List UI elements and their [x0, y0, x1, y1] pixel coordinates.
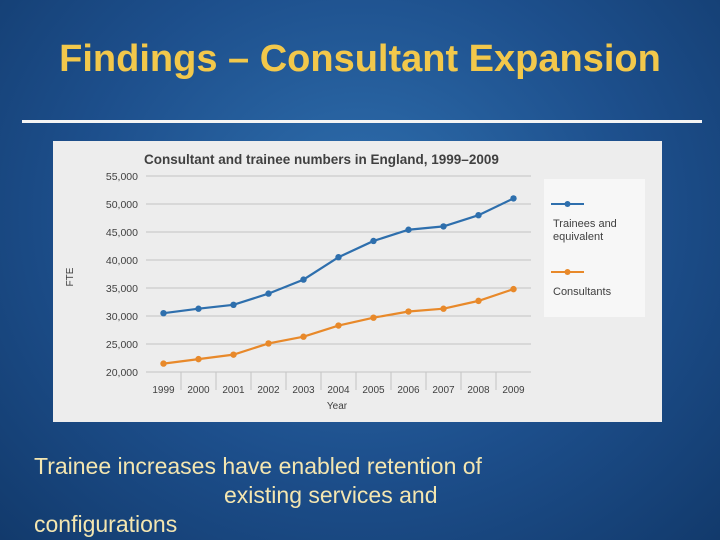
- x-axis-ticks: 1999 2000 2001 2002 2003 2004 2005 2006 2007 2008…: [152, 385, 525, 396]
- x-tick-label: 2004: [327, 385, 350, 396]
- y-axis-ticks: 20,000 25,000 30,000 35,000 40,000 45,000 50,0…: [106, 171, 138, 379]
- data-point: [300, 333, 307, 340]
- data-point: [510, 285, 517, 293]
- data-point: [195, 305, 202, 312]
- data-point: [265, 290, 272, 297]
- x-tick-label: 2009: [502, 385, 525, 396]
- y-tick-label: 50,000: [106, 199, 138, 211]
- x-tick-label: 2001: [222, 385, 245, 396]
- legend-label: Trainees and: [553, 218, 617, 230]
- data-point: [405, 226, 412, 233]
- legend-swatch-marker: [564, 269, 571, 275]
- y-tick-label: 20,000: [106, 367, 138, 379]
- y-tick-label: 40,000: [106, 255, 138, 267]
- y-tick-label: 45,000: [106, 227, 138, 239]
- data-point: [370, 237, 377, 245]
- x-tick-label: 2008: [467, 385, 490, 396]
- y-tick-label: 30,000: [106, 311, 138, 323]
- slide-body: Trainee increases have enabled retention…: [34, 452, 694, 539]
- data-point: [405, 308, 412, 315]
- y-tick-label: 25,000: [106, 339, 138, 351]
- title-divider: [22, 120, 702, 123]
- data-point: [160, 360, 167, 367]
- data-point: [475, 212, 482, 219]
- data-point: [440, 305, 447, 312]
- x-tick-label: 2006: [397, 385, 420, 396]
- y-tick-label: 35,000: [106, 283, 138, 295]
- data-point: [440, 223, 447, 230]
- chart-title: Consultant and trainee numbers in Englan…: [144, 152, 499, 167]
- body-line-2: existing services and: [224, 482, 438, 508]
- legend-box: [544, 179, 645, 317]
- data-point: [510, 195, 517, 202]
- line-chart: Consultant and trainee numbers in Englan…: [65, 152, 645, 412]
- data-point: [475, 297, 482, 305]
- x-tick-label: 2002: [257, 385, 280, 396]
- data-point: [335, 254, 342, 261]
- body-line-3: configurations: [34, 511, 178, 537]
- y-axis-label: FTE: [65, 267, 76, 286]
- data-point: [370, 314, 377, 321]
- chart-series: [160, 195, 517, 367]
- y-tick-label: 55,000: [106, 171, 138, 183]
- data-point: [265, 340, 272, 347]
- data-point: [160, 310, 167, 317]
- x-tick-label: 2007: [432, 385, 455, 396]
- x-tick-label: 1999: [152, 385, 175, 396]
- slide-title: Findings – Consultant Expansion: [59, 38, 661, 80]
- x-tick-label: 2005: [362, 385, 385, 396]
- data-point: [335, 322, 342, 329]
- x-tick-label: 2000: [187, 385, 210, 396]
- body-line-1: Trainee increases have enabled retention…: [34, 453, 482, 479]
- data-point: [230, 301, 237, 308]
- x-tick-label: 2003: [292, 385, 315, 396]
- data-point: [230, 351, 237, 358]
- data-point: [195, 355, 202, 363]
- legend-label: equivalent: [553, 231, 603, 243]
- legend-swatch-marker: [564, 201, 571, 207]
- data-point: [300, 276, 307, 283]
- legend-label: Consultants: [553, 286, 612, 298]
- chart-figure: Consultant and trainee numbers in Englan…: [53, 141, 662, 422]
- x-axis-label: Year: [327, 401, 348, 412]
